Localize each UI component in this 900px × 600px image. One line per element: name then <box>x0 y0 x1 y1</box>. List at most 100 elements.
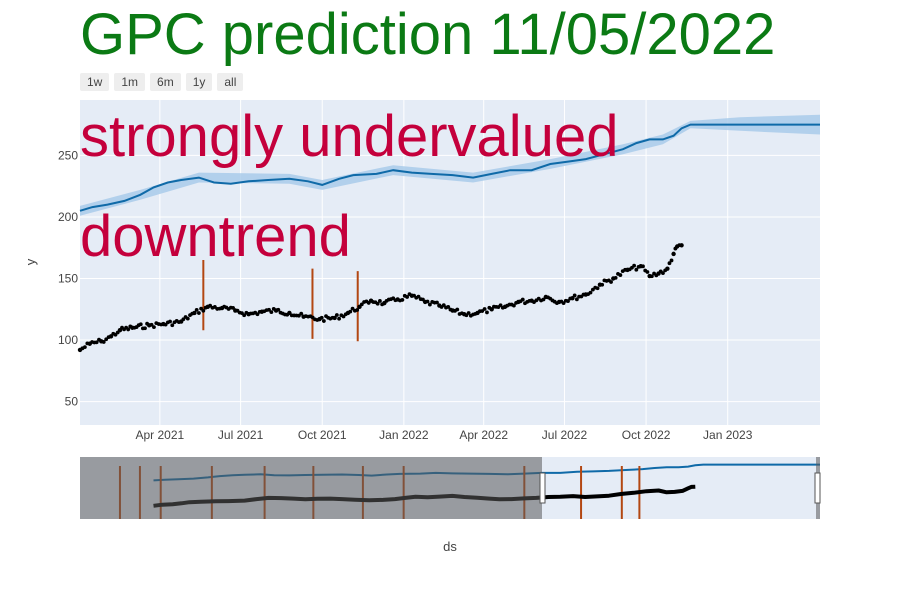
range-button-1y[interactable]: 1y <box>185 73 213 91</box>
observed-point <box>649 274 654 279</box>
y-tick-label: 150 <box>58 272 78 286</box>
observed-point <box>276 307 281 312</box>
observed-point <box>667 261 672 266</box>
observed-point <box>378 299 382 303</box>
observed-point <box>242 313 247 318</box>
observed-points <box>77 243 684 353</box>
observed-point <box>359 302 364 307</box>
observed-point <box>143 326 147 331</box>
observed-point <box>101 340 106 344</box>
x-axis-title: ds <box>443 539 457 554</box>
grid <box>80 100 820 425</box>
observed-point <box>634 267 639 272</box>
observed-point <box>641 264 645 269</box>
observed-point <box>194 307 199 312</box>
observed-point <box>299 311 304 316</box>
y-axis-title: y <box>23 258 38 265</box>
observed-point <box>201 308 206 313</box>
observed-point <box>427 302 432 307</box>
observed-point <box>609 280 613 284</box>
range-slider-handle-right[interactable] <box>814 472 821 504</box>
annotation-valuation: strongly undervalued <box>80 104 618 169</box>
observed-point <box>520 297 525 302</box>
observed-point <box>482 307 487 311</box>
observed-point <box>441 303 446 308</box>
observed-point <box>661 271 665 276</box>
x-tick-label: Oct 2021 <box>298 428 347 442</box>
observed-point <box>498 303 503 308</box>
observed-point <box>196 311 201 315</box>
y-tick-label: 200 <box>58 210 78 224</box>
observed-point <box>671 251 676 257</box>
observed-point <box>149 322 154 327</box>
observed-point <box>446 305 451 309</box>
observed-point <box>355 308 360 312</box>
x-tick-label: Oct 2022 <box>622 428 671 442</box>
y-tick-label: 50 <box>65 395 79 409</box>
observed-point <box>319 315 324 320</box>
x-tick-label: Jan 2022 <box>379 428 429 442</box>
y-tick-label: 250 <box>58 148 78 162</box>
observed-point <box>435 300 439 305</box>
observed-point <box>679 243 684 248</box>
x-tick-label: Apr 2021 <box>136 428 185 442</box>
observed-point <box>334 313 339 317</box>
observed-point <box>669 258 674 263</box>
observed-point <box>588 290 593 295</box>
observed-point <box>170 323 175 328</box>
x-tick-label: Jul 2022 <box>542 428 588 442</box>
observed-point <box>138 322 143 327</box>
observed-point <box>400 298 405 302</box>
observed-point <box>375 301 380 306</box>
observed-point <box>185 316 190 321</box>
observed-point <box>321 319 326 323</box>
observed-point <box>600 282 605 287</box>
observed-point <box>645 270 650 274</box>
x-tick-label: Apr 2022 <box>459 428 508 442</box>
observed-point <box>485 310 489 315</box>
observed-point <box>192 310 197 316</box>
x-tick-label: Jan 2023 <box>703 428 753 442</box>
observed-point <box>574 297 579 302</box>
range-button-all[interactable]: all <box>217 73 244 91</box>
observed-point <box>618 273 623 277</box>
observed-point <box>566 299 570 303</box>
observed-point <box>152 325 156 330</box>
y-axis-ticks: 50 100 150 200 250 <box>58 148 78 408</box>
range-button-6m[interactable]: 6m <box>150 73 181 91</box>
range-button-1m[interactable]: 1m <box>114 73 146 91</box>
observed-point <box>82 345 87 350</box>
observed-point <box>595 286 600 291</box>
observed-point <box>269 310 274 315</box>
observed-point <box>126 327 131 332</box>
observed-point <box>94 340 99 345</box>
forecast-line <box>79 123 820 212</box>
y-tick-label: 100 <box>58 333 78 347</box>
observed-point <box>425 299 430 304</box>
x-axis-ticks: Apr 2021 Jul 2021 Oct 2021 Jan 2022 Apr … <box>136 428 753 442</box>
range-button-1w[interactable]: 1w <box>80 73 110 91</box>
chart-title: GPC prediction 11/05/2022 <box>80 2 776 67</box>
observed-point <box>455 307 460 312</box>
range-slider-mask-left <box>80 457 542 519</box>
observed-point <box>416 294 421 299</box>
observed-point <box>332 315 337 321</box>
observed-point <box>466 311 471 315</box>
observed-point <box>572 293 577 298</box>
observed-point <box>570 296 575 301</box>
observed-point <box>613 275 618 280</box>
annotation-trend: downtrend <box>80 204 351 269</box>
x-tick-label: Jul 2021 <box>218 428 264 442</box>
observed-point <box>337 316 341 321</box>
observed-point <box>168 319 172 324</box>
observed-point <box>267 307 271 312</box>
range-slider[interactable] <box>80 457 821 519</box>
observed-point <box>348 309 353 314</box>
range-slider-handle-left[interactable] <box>539 472 546 504</box>
observed-point <box>632 263 637 268</box>
observed-point <box>665 266 670 271</box>
range-selector: 1w 1m 6m 1y all <box>80 73 244 91</box>
observed-point <box>561 301 566 306</box>
observed-point <box>511 303 516 308</box>
